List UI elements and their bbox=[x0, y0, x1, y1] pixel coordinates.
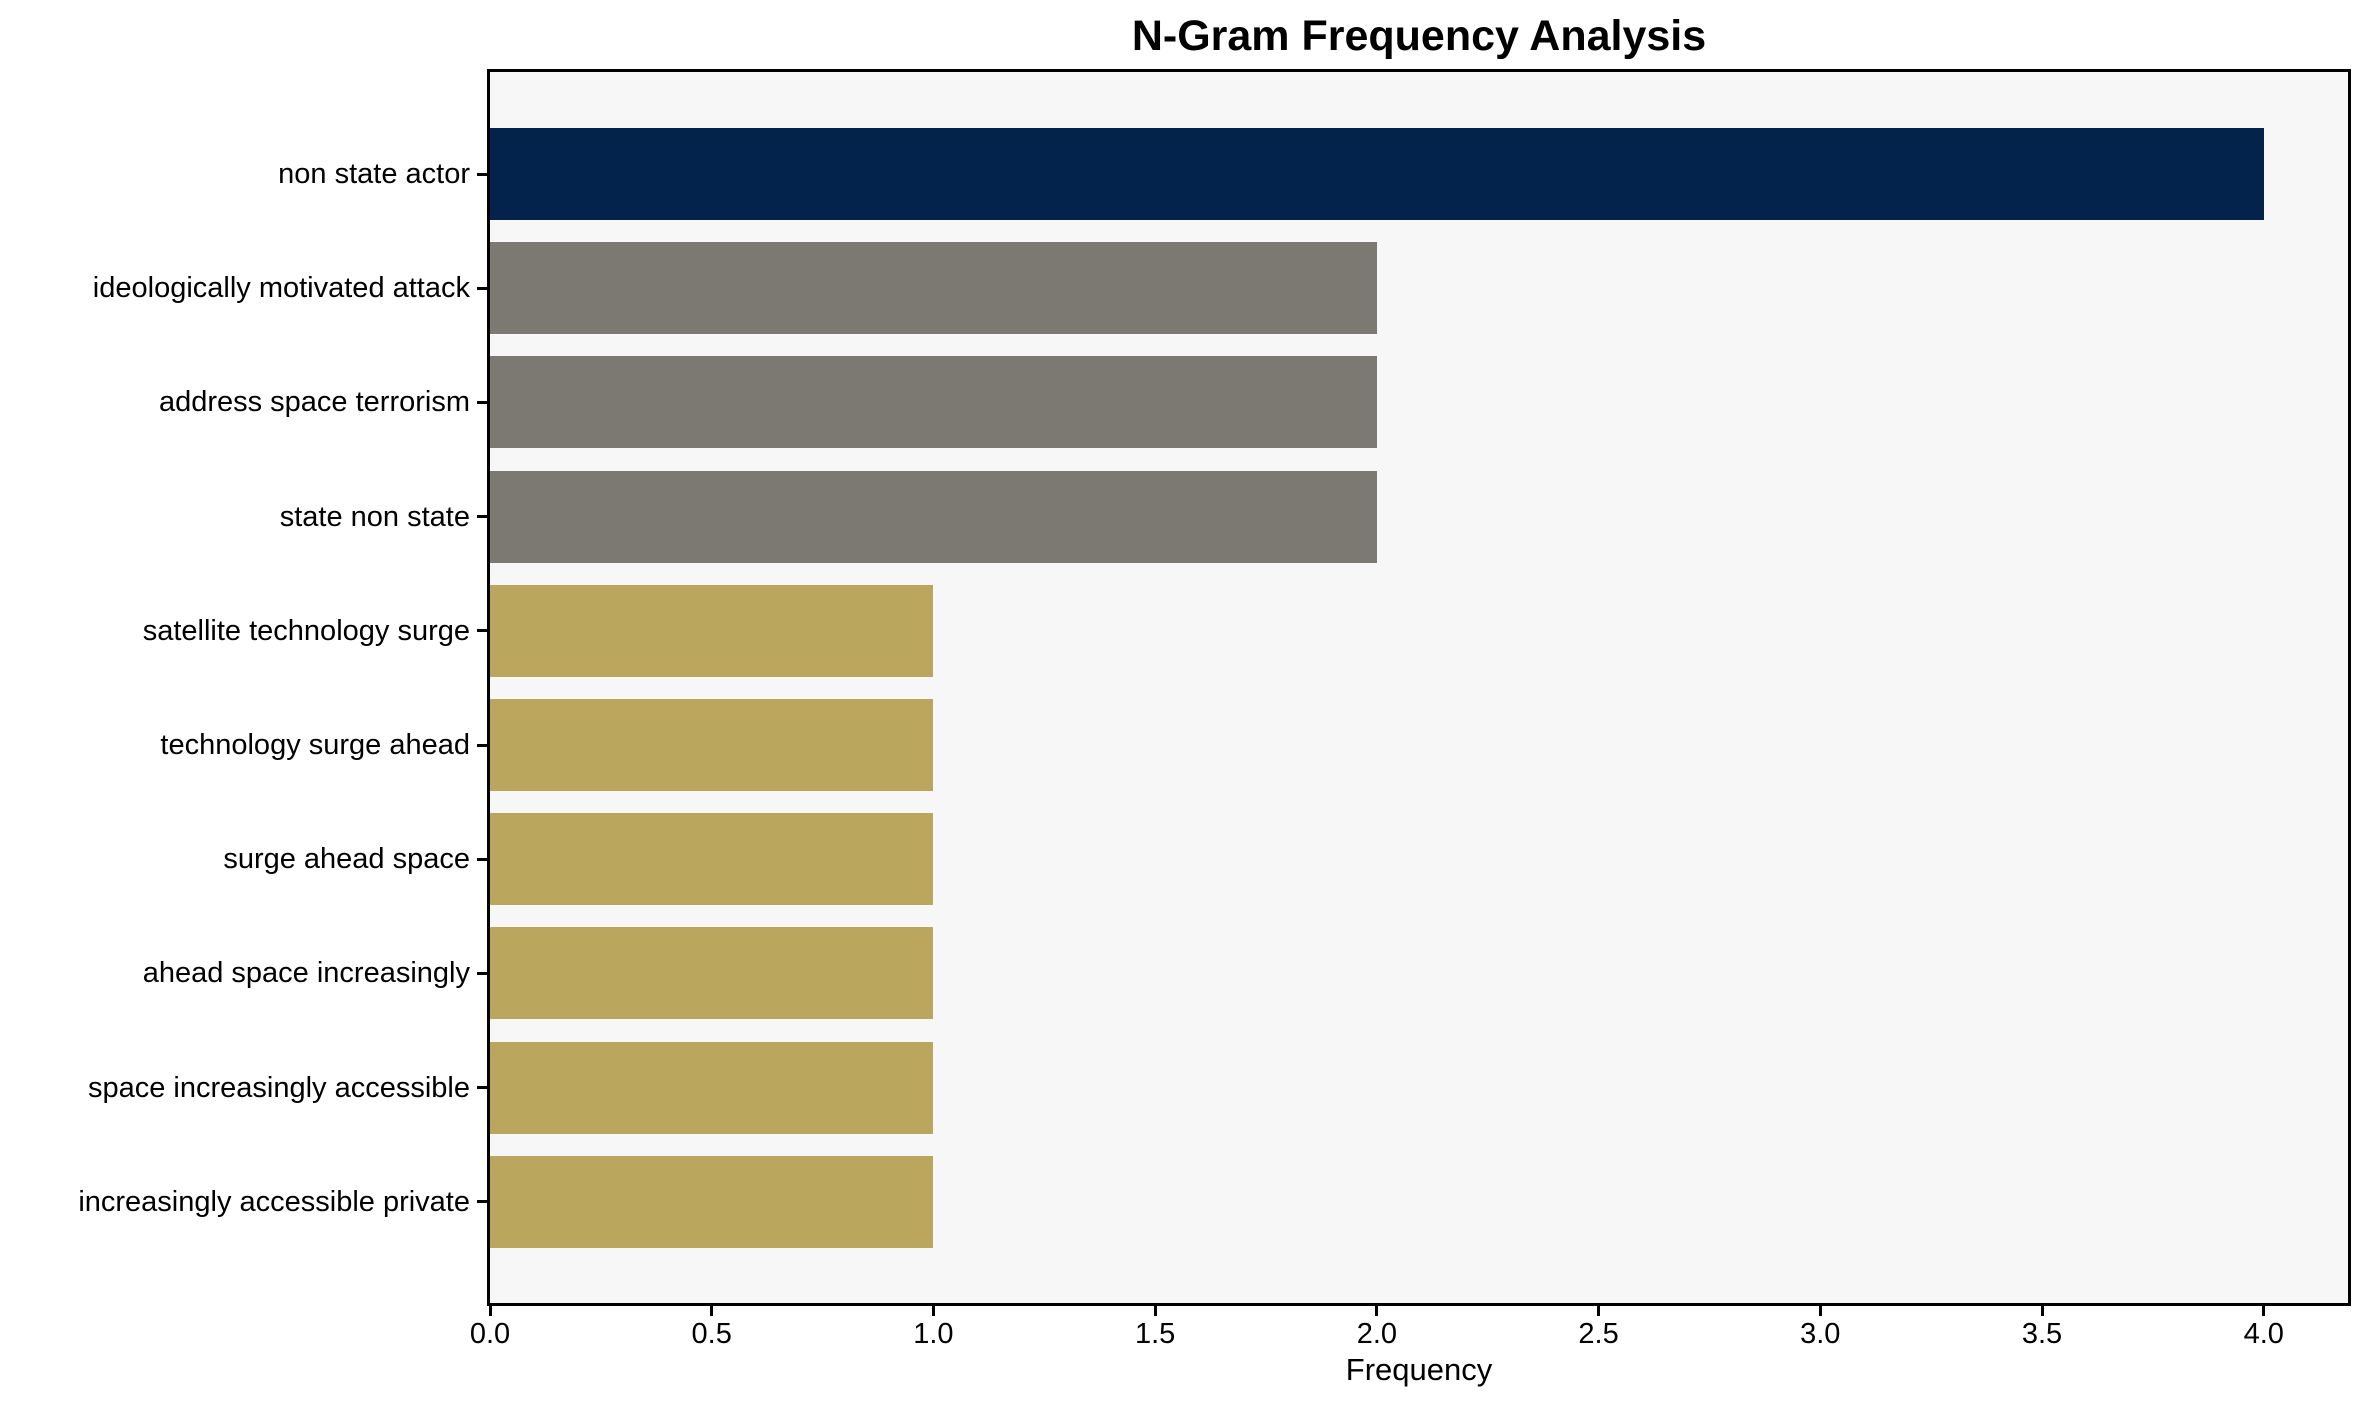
y-tick-mark bbox=[477, 629, 487, 633]
x-tick-mark bbox=[1153, 1306, 1157, 1316]
x-tick-mark bbox=[488, 1306, 492, 1316]
x-tick-mark bbox=[710, 1306, 714, 1316]
x-tick-mark bbox=[2040, 1306, 2044, 1316]
bar bbox=[490, 128, 2264, 220]
x-tick-label: 0.0 bbox=[469, 1318, 511, 1350]
category-label: address space terrorism bbox=[158, 386, 470, 419]
y-tick-mark bbox=[477, 971, 487, 975]
x-tick-mark bbox=[1597, 1306, 1601, 1316]
bar bbox=[490, 699, 934, 791]
bar bbox=[490, 584, 934, 677]
category-label: state non state bbox=[279, 500, 470, 533]
category-label: satellite technology surge bbox=[142, 614, 470, 647]
bar bbox=[490, 813, 934, 906]
x-tick-label: 4.0 bbox=[2243, 1318, 2284, 1350]
x-tick-label: 2.5 bbox=[1578, 1318, 1619, 1350]
y-tick-mark bbox=[477, 172, 487, 176]
plot-area bbox=[487, 69, 2351, 1306]
y-tick-mark bbox=[477, 515, 487, 519]
x-axis-label: Frequency bbox=[1345, 1352, 1493, 1387]
category-label: space increasingly accessible bbox=[87, 1071, 470, 1104]
y-tick-mark bbox=[477, 1200, 487, 1204]
category-label: ideologically motivated attack bbox=[92, 272, 470, 305]
category-label: increasingly accessible private bbox=[78, 1185, 470, 1218]
y-tick-mark bbox=[477, 400, 487, 404]
bar bbox=[490, 927, 934, 1020]
x-tick-label: 1.5 bbox=[1134, 1318, 1176, 1350]
x-tick-label: 2.0 bbox=[1356, 1318, 1398, 1350]
bar bbox=[490, 470, 1377, 563]
y-tick-mark bbox=[477, 857, 487, 861]
x-tick-mark bbox=[1818, 1306, 1822, 1316]
chart-title: N-Gram Frequency Analysis bbox=[1131, 12, 1707, 60]
category-label: ahead space increasingly bbox=[142, 957, 470, 990]
category-label: surge ahead space bbox=[223, 843, 470, 876]
category-label: technology surge ahead bbox=[160, 729, 470, 761]
bar bbox=[490, 356, 1377, 449]
x-tick-label: 1.0 bbox=[913, 1318, 954, 1350]
x-tick-label: 3.0 bbox=[1800, 1318, 1841, 1350]
y-tick-mark bbox=[477, 1086, 487, 1090]
x-tick-mark bbox=[931, 1306, 935, 1316]
bar bbox=[490, 1155, 934, 1248]
x-tick-mark bbox=[2262, 1306, 2266, 1316]
bar bbox=[490, 242, 1377, 335]
x-tick-mark bbox=[1375, 1306, 1379, 1316]
y-tick-mark bbox=[477, 743, 487, 747]
x-tick-label: 3.5 bbox=[2021, 1318, 2063, 1350]
x-tick-label: 0.5 bbox=[691, 1318, 732, 1350]
y-tick-mark bbox=[477, 286, 487, 290]
category-label: non state actor bbox=[278, 158, 470, 190]
bar bbox=[490, 1041, 934, 1134]
